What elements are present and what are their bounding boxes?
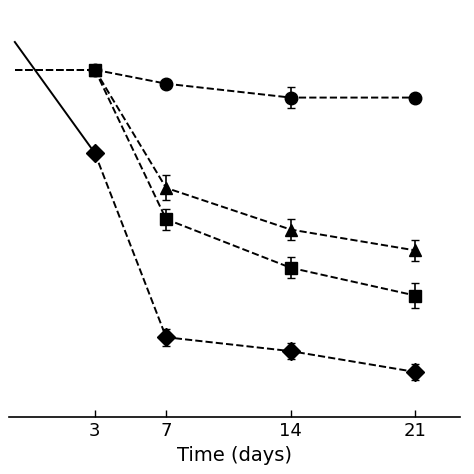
X-axis label: Time (days): Time (days) — [177, 446, 292, 465]
